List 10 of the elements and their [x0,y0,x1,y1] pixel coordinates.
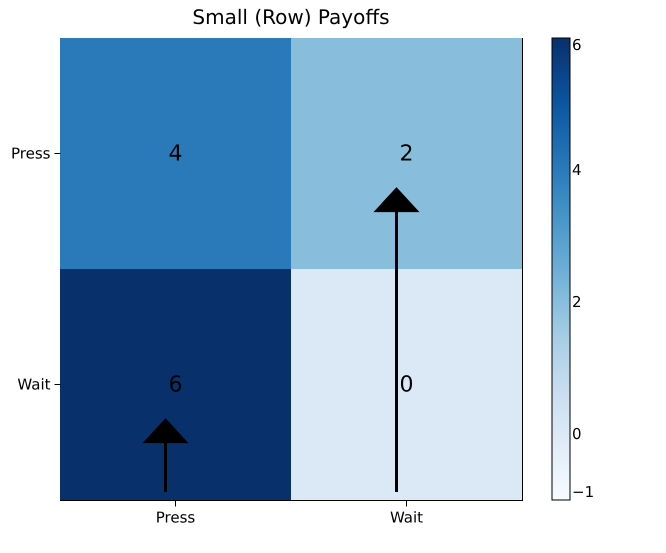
chart-title: Small (Row) Payoffs [192,5,390,29]
data-label: 0 [400,372,414,398]
color-bar-label: 0 [572,425,582,443]
color-bar-label: 6 [572,36,582,54]
data-label: 6 [168,372,182,398]
color-bar-label: 4 [572,161,582,179]
data-label: 4 [168,142,182,166]
color-bar-label: 2 [572,293,582,311]
data-label: 2 [400,142,414,166]
color-bar-label: −1 [572,483,594,501]
